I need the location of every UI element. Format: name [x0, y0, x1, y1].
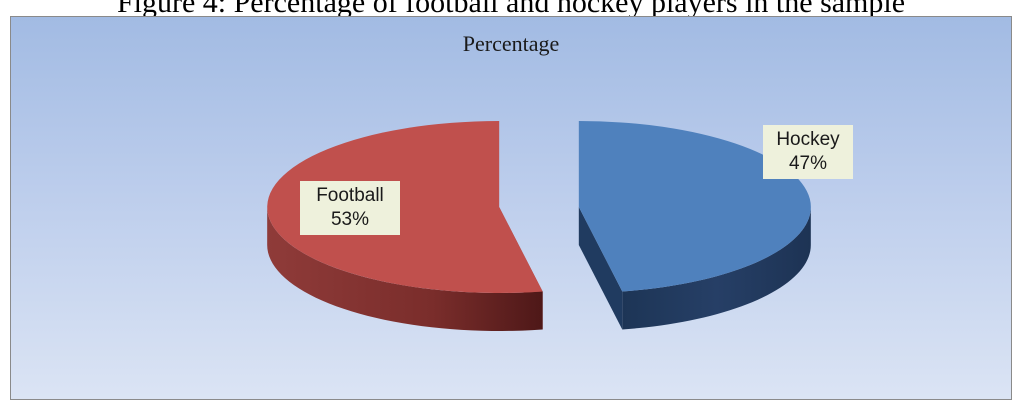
pie-slice-hockey	[578, 121, 811, 330]
pie-slice-hockey-side-1	[622, 207, 811, 330]
pie-slice-hockey-top	[578, 121, 811, 292]
pie-slice-football-top	[267, 121, 543, 293]
chart-area: Percentage Hockey 47% Football 53%	[10, 16, 1012, 400]
data-label-hockey-value: 47%	[788, 153, 828, 174]
data-label-hockey: Hockey 47%	[763, 125, 853, 179]
pie-slice-hockey-cut-1	[578, 207, 623, 330]
pie-slice-football-side-0	[267, 207, 543, 331]
data-label-football: Football 53%	[300, 181, 400, 235]
data-label-football-value: 53%	[330, 209, 370, 230]
document-caption: Figure 4: Percentage of football and hoc…	[116, 0, 906, 19]
pie-chart	[267, 121, 811, 331]
pie-slice-football	[267, 121, 543, 331]
data-label-hockey-name: Hockey	[776, 129, 840, 150]
data-label-football-name: Football	[316, 185, 384, 206]
chart-title: Percentage	[462, 31, 560, 56]
